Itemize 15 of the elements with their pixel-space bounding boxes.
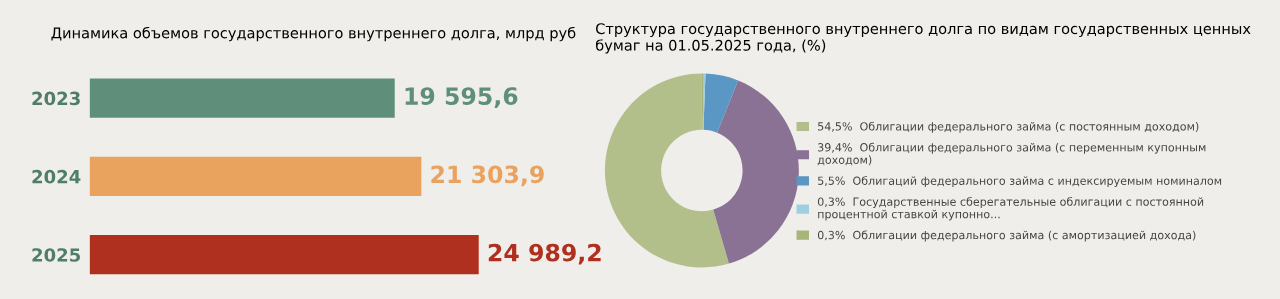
y-tick-label: 2023	[32, 91, 80, 106]
y-tick-label: 2024	[32, 169, 81, 184]
legend-label: 39,4% Облигации федерального займа (с переменным купонным доходом)	[817, 142, 1206, 166]
data-label: 21 303,9	[431, 165, 544, 187]
donut-slice	[604, 73, 729, 268]
legend-label: 54,5% Облигации федерального займа (с постоянным доходом)	[818, 121, 1199, 133]
data-label: 24 989,2	[488, 243, 601, 265]
data-label: 19 595,6	[405, 87, 518, 108]
chart-title: Структура государственного внутреннего долга по видам государственных ценных бумаг на 01.05.2025 года, (%)	[596, 23, 1251, 54]
donut-slice	[703, 73, 739, 133]
y-tick-label: 2025	[32, 248, 81, 262]
chart-title: Динамика объемов государственного внутреннего долга, млрд руб	[51, 26, 576, 42]
legend-label: 5,5% Облигаций федерального займа с индексируемым номиналом	[818, 176, 1222, 188]
legend-label: 0,3% Облигации федерального займа (с амортизацией дохода)	[817, 230, 1196, 242]
legend-label: 0,3% Государственные сберегательные облигации с постоянной процентной ставкой купонно...	[817, 197, 1204, 221]
